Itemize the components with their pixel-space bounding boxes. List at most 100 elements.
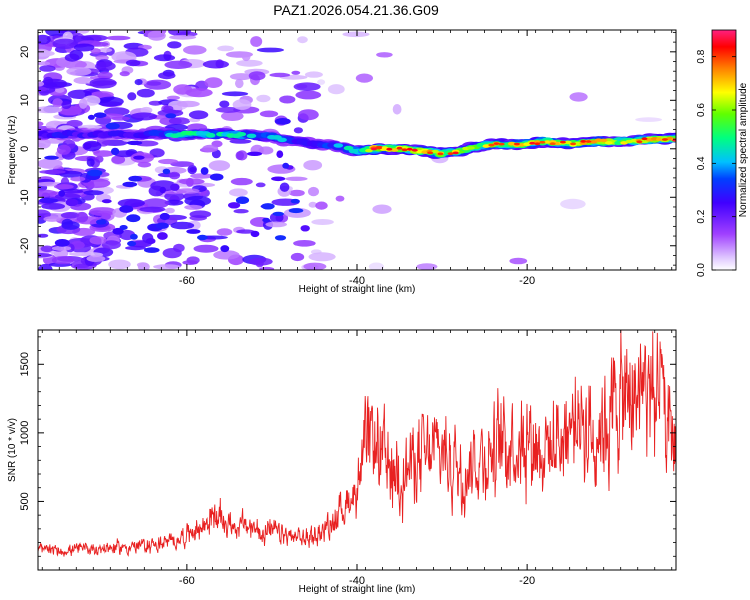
noise-blob	[220, 245, 230, 253]
noise-blob	[153, 54, 176, 62]
noise-blob	[159, 186, 166, 194]
ridge-cell	[498, 142, 505, 146]
noise-blob	[248, 257, 273, 266]
noise-blob	[127, 240, 137, 247]
ridge-cell	[641, 137, 648, 141]
ridge-cell	[513, 142, 520, 146]
noise-blob	[342, 31, 370, 38]
spectrogram-plot-area	[38, 30, 676, 270]
noise-blob	[155, 222, 169, 229]
noise-blob	[185, 88, 213, 98]
noise-blob	[176, 100, 200, 108]
noise-blob	[130, 112, 158, 121]
noise-blob	[200, 167, 209, 175]
noise-blob	[170, 183, 180, 191]
noise-blob	[236, 59, 263, 67]
noise-blob	[66, 67, 92, 76]
noise-blob	[560, 198, 586, 210]
ridge-cell	[564, 140, 572, 145]
ridge-cell	[672, 139, 676, 142]
noise-blob	[122, 181, 138, 188]
ridge-cell	[205, 132, 216, 138]
noise-blob	[54, 184, 74, 190]
noise-blob	[248, 71, 266, 81]
noise-blob	[569, 92, 588, 102]
y-tick-label: 0	[19, 146, 31, 152]
noise-blob	[158, 158, 179, 165]
noise-blob	[164, 60, 193, 69]
ridge-cell	[482, 144, 491, 148]
noise-blob	[93, 150, 114, 157]
ridge-cell	[549, 142, 556, 146]
noise-blob	[315, 201, 328, 210]
noise-blob	[74, 43, 95, 52]
noise-blob	[38, 61, 51, 66]
noise-blob	[197, 234, 208, 241]
noise-blob	[43, 216, 61, 222]
ridge-cell	[401, 148, 408, 152]
noise-blob	[140, 106, 153, 114]
ridge-cell	[246, 133, 257, 139]
noise-blob	[164, 199, 184, 206]
noise-blob	[175, 188, 200, 194]
noise-blob	[142, 198, 169, 209]
noise-blob	[233, 209, 249, 214]
noise-blob	[83, 190, 104, 196]
ridge-cell	[427, 151, 434, 155]
noise-blob	[372, 204, 392, 214]
noise-blob	[276, 150, 284, 158]
noise-blob	[308, 186, 319, 197]
noise-blob	[235, 78, 244, 89]
noise-blob	[133, 155, 145, 160]
noise-blob	[65, 198, 79, 207]
noise-blob	[259, 110, 279, 118]
noise-blob	[217, 45, 235, 52]
noise-blob	[78, 98, 88, 109]
noise-blob	[111, 147, 120, 156]
noise-blob	[145, 238, 156, 245]
noise-blob	[119, 71, 130, 77]
noise-blob	[113, 150, 138, 158]
y-tick-label: -10	[19, 189, 31, 205]
noise-blob	[144, 247, 160, 253]
noise-blob	[335, 195, 345, 202]
noise-blob	[39, 169, 66, 174]
noise-blob	[279, 95, 296, 104]
noise-blob	[51, 256, 75, 265]
ridge-cell	[570, 142, 577, 146]
noise-blob	[250, 230, 260, 238]
ridge-cell	[447, 152, 454, 156]
colorbar-tick-label: 0.0	[696, 263, 707, 277]
ridge-cell	[636, 140, 643, 144]
snr-x-label: Height of straight line (km)	[299, 584, 416, 595]
noise-blob	[40, 245, 54, 253]
noise-blob	[76, 211, 89, 223]
x-tick-label: -60	[179, 575, 195, 587]
noise-blob	[269, 72, 291, 78]
noise-blob	[169, 34, 197, 40]
noise-blob	[230, 177, 253, 186]
spectrogram-x-label: Height of straight line (km)	[299, 284, 416, 295]
noise-blob	[235, 151, 244, 161]
noise-blob	[153, 264, 181, 270]
y-tick-label: 500	[19, 492, 31, 510]
noise-blob	[52, 38, 78, 49]
y-tick-label: 1500	[19, 352, 31, 376]
noise-blob	[119, 205, 134, 213]
noise-blob	[173, 243, 185, 253]
noise-blob	[376, 52, 393, 58]
noise-blob	[213, 250, 240, 260]
noise-blob	[38, 106, 63, 114]
noise-blob	[265, 221, 288, 228]
noise-blob	[327, 84, 345, 95]
noise-blob	[285, 176, 308, 181]
noise-blob	[66, 119, 83, 128]
noise-blob	[136, 262, 149, 268]
noise-blob	[186, 229, 201, 234]
noise-blob	[202, 60, 229, 69]
noise-blob	[416, 263, 438, 270]
noise-blob	[293, 82, 321, 91]
noise-blob	[105, 35, 131, 41]
y-tick-label: 10	[19, 94, 31, 106]
ridge-cell	[396, 146, 403, 150]
